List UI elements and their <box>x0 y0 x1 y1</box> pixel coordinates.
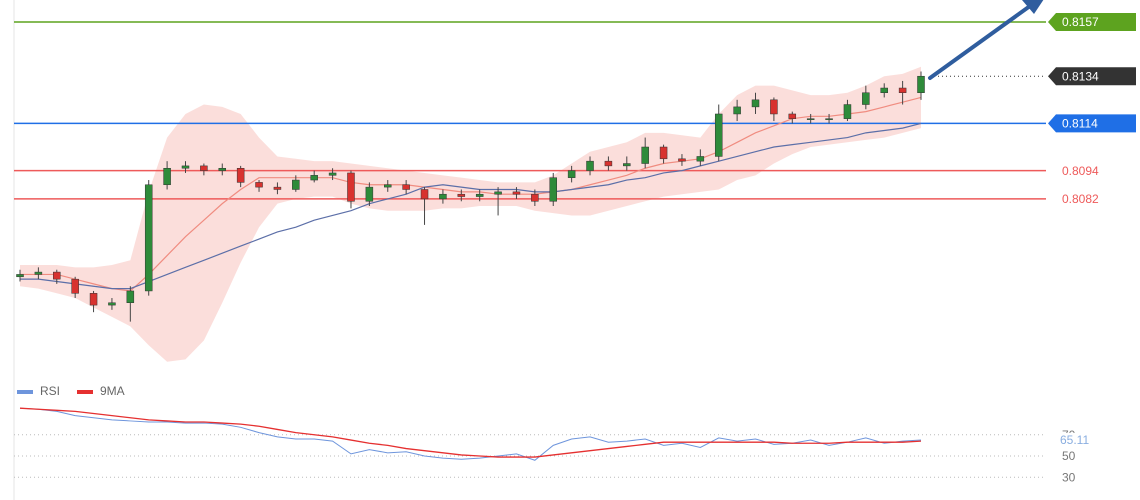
legend-label: 9MA <box>100 384 125 398</box>
candle-body <box>439 193 447 200</box>
candle-body <box>273 186 282 190</box>
candle-body <box>623 163 631 167</box>
candle-body <box>494 191 502 195</box>
candle-body <box>696 156 705 162</box>
indicator-line <box>19 407 922 458</box>
candle-body <box>751 99 760 108</box>
candle-body <box>402 184 410 190</box>
candle-body <box>917 75 925 93</box>
level-tag <box>1048 67 1136 86</box>
candle-body <box>825 118 833 120</box>
indicator-line <box>19 407 922 461</box>
level-label: 0.8134 <box>1062 69 1099 83</box>
candle-body <box>641 146 649 164</box>
candle-body <box>16 274 24 278</box>
candle-body <box>126 290 135 303</box>
bollinger-band <box>20 66 921 362</box>
last-value-tag-bg <box>1056 432 1096 447</box>
price-panel: 0.8157 0.8134 0.8114 0.8094 0.8082 <box>14 12 1136 362</box>
candle-body <box>236 167 245 183</box>
candle-body <box>549 177 557 202</box>
candle-body <box>880 87 888 93</box>
candle-body <box>200 165 208 171</box>
level-label: 0.8082 <box>1062 192 1099 206</box>
candle-body <box>531 193 539 202</box>
y-tick-label: 30 <box>1062 470 1076 484</box>
candle-body <box>567 170 576 178</box>
candle-body <box>678 158 686 162</box>
level-label: 0.8157 <box>1062 15 1099 29</box>
level-label: 0.8094 <box>1062 164 1099 178</box>
candle-body <box>163 167 171 186</box>
last-value-label: 65.11 <box>1060 433 1089 447</box>
candle-body <box>292 179 300 190</box>
candle-body <box>659 146 668 160</box>
rsi-panel: 305070RSI9MA65.11 <box>14 384 1096 484</box>
candle-body <box>365 186 374 202</box>
candle-body <box>604 160 613 167</box>
candle-body <box>714 113 723 157</box>
candle-body <box>34 271 43 275</box>
candle-body <box>862 92 870 105</box>
candle-body <box>457 193 466 197</box>
candle-body <box>770 99 778 115</box>
candle-body <box>586 160 594 171</box>
y-tick-label: 50 <box>1062 449 1076 463</box>
trend-arrow <box>928 0 1044 80</box>
candle-body <box>384 184 392 188</box>
candle-body <box>512 191 521 195</box>
candle-body <box>144 184 153 292</box>
candle-body <box>328 172 337 176</box>
candle-body <box>181 165 190 169</box>
candle-body <box>475 193 484 197</box>
candle-body <box>53 271 61 280</box>
candle-body <box>347 172 355 202</box>
candle-body <box>108 302 116 306</box>
level-tag <box>1048 114 1136 133</box>
candle-body <box>733 106 741 115</box>
candle-body <box>71 278 79 294</box>
legend-label: RSI <box>40 384 60 398</box>
candle-body <box>843 104 852 119</box>
level-tag <box>1048 12 1136 31</box>
candle-body <box>255 182 263 188</box>
level-label: 0.8114 <box>1062 117 1098 131</box>
moving-average <box>20 122 922 290</box>
candle-body <box>788 113 797 119</box>
candle-body <box>420 189 429 200</box>
candle-body <box>89 293 98 306</box>
moving-average <box>20 96 922 292</box>
candle-body <box>806 118 815 120</box>
candle-body <box>310 175 318 181</box>
candle-body <box>898 87 907 93</box>
candle-body <box>218 167 227 171</box>
